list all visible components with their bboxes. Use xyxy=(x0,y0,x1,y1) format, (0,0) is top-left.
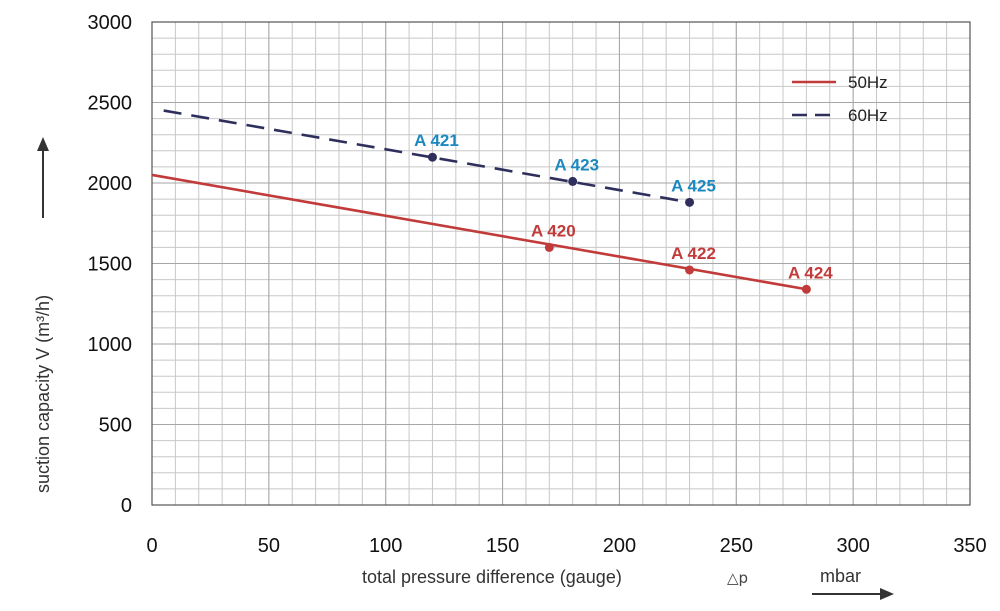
y-tick-label: 0 xyxy=(121,495,132,517)
legend: 50Hz 60Hz xyxy=(792,73,888,125)
x-axis-title: total pressure difference (gauge) xyxy=(362,567,622,587)
x-tick-label: 50 xyxy=(258,535,280,557)
x-tick-label: 250 xyxy=(720,535,753,557)
x-tick-label: 0 xyxy=(146,535,157,557)
data-point-label: A 422 xyxy=(671,244,716,263)
grid xyxy=(151,21,971,506)
series-50Hz: A 420 A 422 A 424 xyxy=(151,173,833,294)
x-tick-label: 300 xyxy=(836,535,869,557)
data-point-label: A 420 xyxy=(531,221,576,240)
y-axis-arrow-icon xyxy=(37,137,49,218)
y-tick-label: 1500 xyxy=(88,254,133,276)
data-point xyxy=(685,265,695,275)
x-tick-label: 100 xyxy=(369,535,402,557)
tick-labels: 0 50 100 150 200 250 300 350 0 500 1000 1500 2000 250… xyxy=(88,12,987,557)
series-line-60Hz xyxy=(163,109,690,204)
data-point xyxy=(685,197,695,207)
data-point xyxy=(568,176,578,186)
x-axis-arrow-icon xyxy=(812,588,894,600)
plot-border xyxy=(151,21,971,506)
x-tick-label: 200 xyxy=(603,535,636,557)
legend-label: 50Hz xyxy=(848,73,888,92)
data-point xyxy=(427,152,437,162)
y-tick-label: 2000 xyxy=(88,173,133,195)
data-point-label: A 423 xyxy=(554,155,599,174)
series-line-50Hz xyxy=(151,173,807,291)
plot-frame xyxy=(151,21,971,506)
series-layer: A 420 A 422 A 424 A 421 A 423 A 425 xyxy=(151,109,833,294)
y-tick-label: 500 xyxy=(99,415,132,437)
x-tick-label: 350 xyxy=(953,535,986,557)
y-tick-label: 2500 xyxy=(88,93,133,115)
y-tick-label: 3000 xyxy=(88,12,133,34)
x-axis-unit: mbar xyxy=(820,566,861,586)
x-tick-label: 150 xyxy=(486,535,519,557)
x-axis-symbol: △p xyxy=(727,569,748,587)
data-point xyxy=(801,284,811,294)
data-point xyxy=(544,242,554,252)
y-axis-title: suction capacity V (m³/h) xyxy=(33,295,53,493)
data-point-label: A 421 xyxy=(414,131,459,150)
legend-label: 60Hz xyxy=(848,106,888,125)
series-60Hz: A 421 A 423 A 425 xyxy=(163,109,716,207)
y-tick-label: 1000 xyxy=(88,334,133,356)
data-point-label: A 424 xyxy=(788,263,833,282)
data-point-label: A 425 xyxy=(671,176,716,195)
